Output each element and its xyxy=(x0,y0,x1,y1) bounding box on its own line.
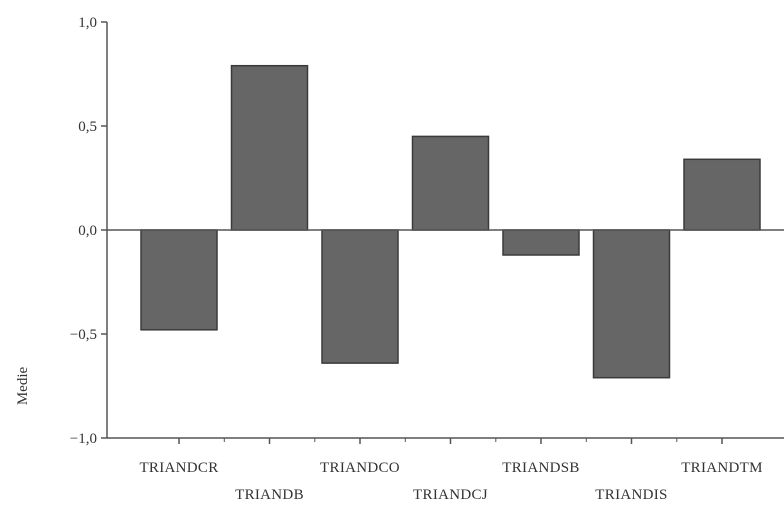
bar-triandb xyxy=(230,64,309,231)
x-tick-label-triandcr: TRIANDCR xyxy=(139,460,218,476)
x-tick-label-triandtm: TRIANDTM xyxy=(681,460,763,476)
y-tick-label: 0,5 xyxy=(78,119,97,135)
bar-triandtm xyxy=(683,158,761,231)
x-tick-label-triandco: TRIANDCO xyxy=(320,460,400,476)
bar-triandcj xyxy=(411,135,490,231)
y-tick-label: −1,0 xyxy=(70,431,97,447)
x-tick-label-triandis: TRIANDIS xyxy=(595,487,667,503)
y-tick-label: 1,0 xyxy=(78,15,97,31)
x-tick-label-triandsb: TRIANDSB xyxy=(502,460,579,476)
y-axis-title: Medie xyxy=(15,367,31,406)
bar-triandsb xyxy=(502,229,580,256)
x-tick-label-triandcj: TRIANDCJ xyxy=(413,487,488,503)
y-tick-label: 0,0 xyxy=(78,223,97,239)
bar-triandis xyxy=(592,229,671,379)
x-tick-label-triandb: TRIANDB xyxy=(235,487,304,503)
y-tick-label: −0,5 xyxy=(70,327,97,343)
plot-area: −1,0 −0,5 0,0 0,5 1,0 TRIANDCR TRIANDB TRIANDCO… xyxy=(70,15,784,503)
bar-triandco xyxy=(321,229,399,364)
bar-triandcr xyxy=(140,229,218,331)
